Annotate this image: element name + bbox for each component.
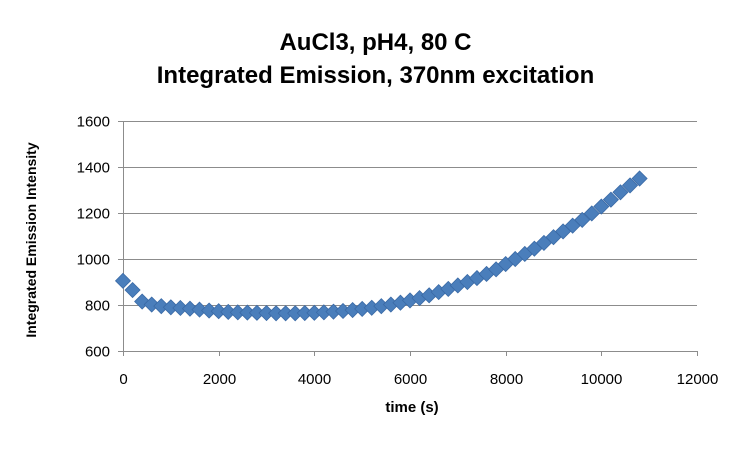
y-tick-label: 1400 <box>77 160 110 177</box>
data-point <box>593 198 610 215</box>
data-point <box>602 191 619 208</box>
data-point <box>124 281 141 299</box>
data-point <box>153 298 170 315</box>
data-point <box>631 170 648 187</box>
x-tick-label: 10000 <box>581 371 623 388</box>
y-tick-label: 1200 <box>77 206 110 223</box>
x-tick-label: 8000 <box>490 371 523 388</box>
data-point <box>583 205 600 222</box>
x-tick-label: 4000 <box>298 371 331 388</box>
x-axis-label: time (s) <box>385 399 439 416</box>
data-point <box>621 177 639 194</box>
data-point <box>574 211 591 228</box>
x-tick-label: 2000 <box>203 371 236 388</box>
y-tick-label: 1600 <box>77 114 110 131</box>
data-point <box>114 272 132 289</box>
chart-title-line-1: AuCl3, pH4, 80 C <box>279 29 472 56</box>
x-tick-label: 6000 <box>394 371 427 388</box>
y-axis-label: Integrated Emission Intensity <box>23 142 39 338</box>
data-point <box>612 184 629 201</box>
x-tick-label: 0 <box>119 371 127 388</box>
y-tick-label: 800 <box>85 298 110 315</box>
y-tick-label: 600 <box>85 344 110 361</box>
chart-title-line-2: Integrated Emission, 370nm excitation <box>156 62 595 89</box>
y-tick-label: 1000 <box>77 252 110 269</box>
x-tick-label: 12000 <box>677 371 719 388</box>
